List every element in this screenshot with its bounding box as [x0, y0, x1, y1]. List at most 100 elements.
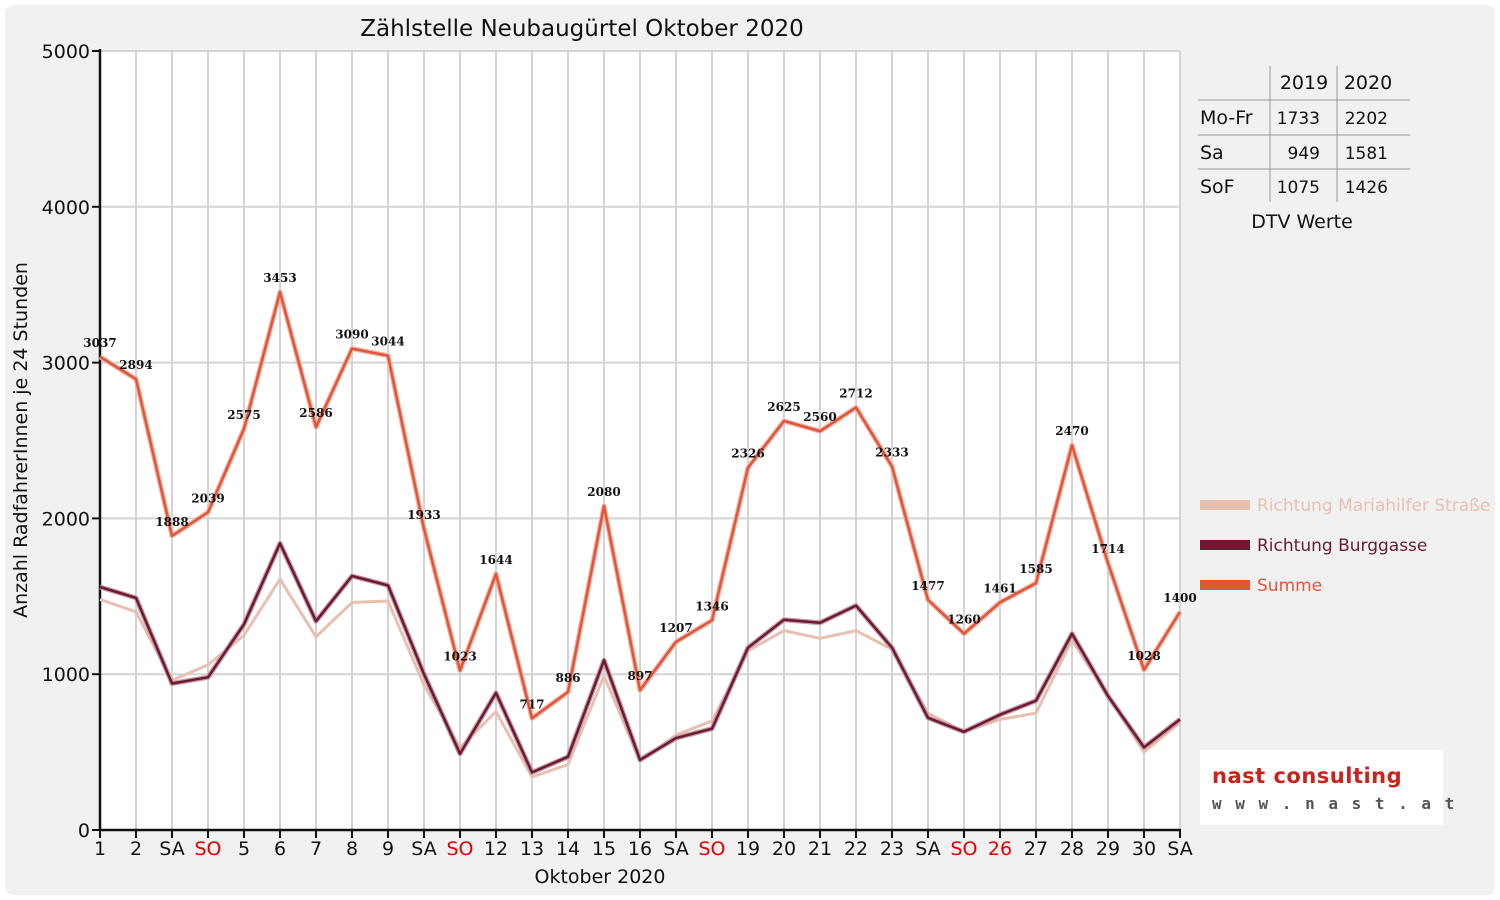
- dtv-value-mofr-2020: 2202: [1345, 109, 1388, 129]
- data-label: 1888: [155, 515, 188, 529]
- legend-label-summe: Summe: [1257, 576, 1322, 596]
- legend-swatch-summe: [1200, 580, 1250, 590]
- data-label: 2333: [875, 446, 908, 460]
- y-tick-label: 0: [78, 820, 90, 842]
- data-label: 3037: [83, 336, 116, 350]
- x-tick-label: 12: [484, 838, 508, 860]
- x-tick-label: 8: [346, 838, 358, 860]
- x-tick-label: SO: [194, 838, 221, 860]
- data-label: 2039: [191, 491, 224, 505]
- x-tick-label: SA: [915, 838, 940, 860]
- x-tick-label: 28: [1060, 838, 1084, 860]
- x-axis-title: Oktober 2020: [535, 866, 666, 888]
- dtv-header-2020: 2020: [1344, 72, 1392, 94]
- legend-label-burggasse: Richtung Burggasse: [1257, 536, 1427, 556]
- data-label: 3090: [335, 328, 368, 342]
- data-label: 1028: [1127, 649, 1160, 663]
- x-tick-label: 22: [844, 838, 868, 860]
- legend: Richtung Mariahilfer Straße Richtung Bur…: [1200, 496, 1490, 596]
- data-label: 3453: [263, 271, 296, 285]
- data-label: 2080: [587, 485, 620, 499]
- chart-title: Zählstelle Neubaugürtel Oktober 2020: [360, 16, 803, 42]
- legend-label-mariahilfer: Richtung Mariahilfer Straße: [1257, 496, 1490, 516]
- x-tick-label: 26: [988, 838, 1012, 860]
- logo-url: w w w . n a s t . a t: [1212, 794, 1457, 813]
- x-tick-label: SO: [950, 838, 977, 860]
- x-tick-label: 6: [274, 838, 286, 860]
- x-tick-label: 23: [880, 838, 904, 860]
- x-tick-label: SA: [411, 838, 436, 860]
- x-tick-label: 21: [808, 838, 832, 860]
- x-tick-label: 9: [382, 838, 394, 860]
- dtv-row-label-mofr: Mo-Fr: [1200, 107, 1253, 129]
- data-label: 1461: [983, 581, 1016, 595]
- x-tick-label: 14: [556, 838, 580, 860]
- data-label: 1023: [443, 650, 476, 664]
- x-tick-label: 13: [520, 838, 544, 860]
- dtv-header-2019: 2019: [1280, 72, 1328, 94]
- logo-name: nast consulting: [1212, 764, 1403, 788]
- y-tick-label: 1000: [42, 664, 90, 686]
- dtv-value-sof-2020: 1426: [1345, 178, 1388, 198]
- series-line-summe: [99, 290, 1182, 720]
- data-label: 2470: [1055, 424, 1088, 438]
- data-label: 3044: [371, 335, 404, 349]
- x-tick-label: 27: [1024, 838, 1048, 860]
- data-label: 2894: [119, 358, 152, 372]
- data-label: 2625: [767, 400, 800, 414]
- data-label: 1933: [407, 508, 440, 522]
- data-label: 2326: [731, 447, 764, 461]
- y-tick-label: 3000: [42, 353, 90, 375]
- x-tick-label: SA: [1167, 838, 1192, 860]
- y-tick-label: 5000: [42, 41, 90, 63]
- x-tick-label: 1: [94, 838, 106, 860]
- x-tick-label: 30: [1132, 838, 1156, 860]
- data-label: 1477: [911, 579, 944, 593]
- data-label: 2575: [227, 408, 260, 422]
- data-label: 1346: [695, 599, 728, 613]
- data-label: 1714: [1091, 542, 1124, 556]
- dtv-value-sa-2020: 1581: [1345, 144, 1388, 164]
- data-label: 2586: [299, 406, 332, 420]
- x-tick-label: 16: [628, 838, 652, 860]
- x-tick-label: 15: [592, 838, 616, 860]
- x-tick-label: SO: [446, 838, 473, 860]
- data-label: 1400: [1163, 591, 1196, 605]
- data-label: 2712: [839, 386, 872, 400]
- dtv-row-label-sa: Sa: [1200, 142, 1224, 164]
- data-label: 2560: [803, 410, 836, 424]
- x-tick-label: 19: [736, 838, 760, 860]
- data-label: 717: [519, 697, 544, 711]
- legend-swatch-burggasse: [1200, 540, 1250, 550]
- data-label: 886: [555, 671, 580, 685]
- x-tick-label: 7: [310, 838, 322, 860]
- x-tick-label: 2: [130, 838, 142, 860]
- series: [98, 289, 1183, 779]
- series-line-burggasse: [99, 542, 1181, 774]
- dtv-value-sof-2019: 1075: [1277, 178, 1320, 198]
- y-tick-label: 2000: [42, 508, 90, 530]
- legend-swatch-mariahilfer: [1200, 500, 1250, 510]
- data-label: 1207: [659, 621, 692, 635]
- dtv-value-mofr-2019: 1733: [1277, 109, 1320, 129]
- x-tick-label: SO: [698, 838, 725, 860]
- data-label: 897: [627, 669, 652, 683]
- x-tick-label: 20: [772, 838, 796, 860]
- x-tick-label: SA: [159, 838, 184, 860]
- dtv-row-label-sof: SoF: [1200, 176, 1235, 198]
- dtv-value-sa-2019: 949: [1288, 144, 1320, 164]
- dtv-table: 2019 2020 Mo-Fr 1733 2202 Sa 949 1581 So…: [1198, 66, 1410, 233]
- x-tick-label: 29: [1096, 838, 1120, 860]
- y-tick-label: 4000: [42, 197, 90, 219]
- data-label: 1585: [1019, 562, 1052, 576]
- x-tick-label: 5: [238, 838, 250, 860]
- data-label: 1644: [479, 553, 512, 567]
- y-axis-title: Anzahl RadfahrerInnen je 24 Stunden: [10, 262, 32, 618]
- x-tick-label: SA: [663, 838, 688, 860]
- dtv-caption: DTV Werte: [1251, 211, 1353, 233]
- company-logo: nast consulting w w w . n a s t . a t: [1200, 750, 1454, 825]
- data-label: 1260: [947, 613, 980, 627]
